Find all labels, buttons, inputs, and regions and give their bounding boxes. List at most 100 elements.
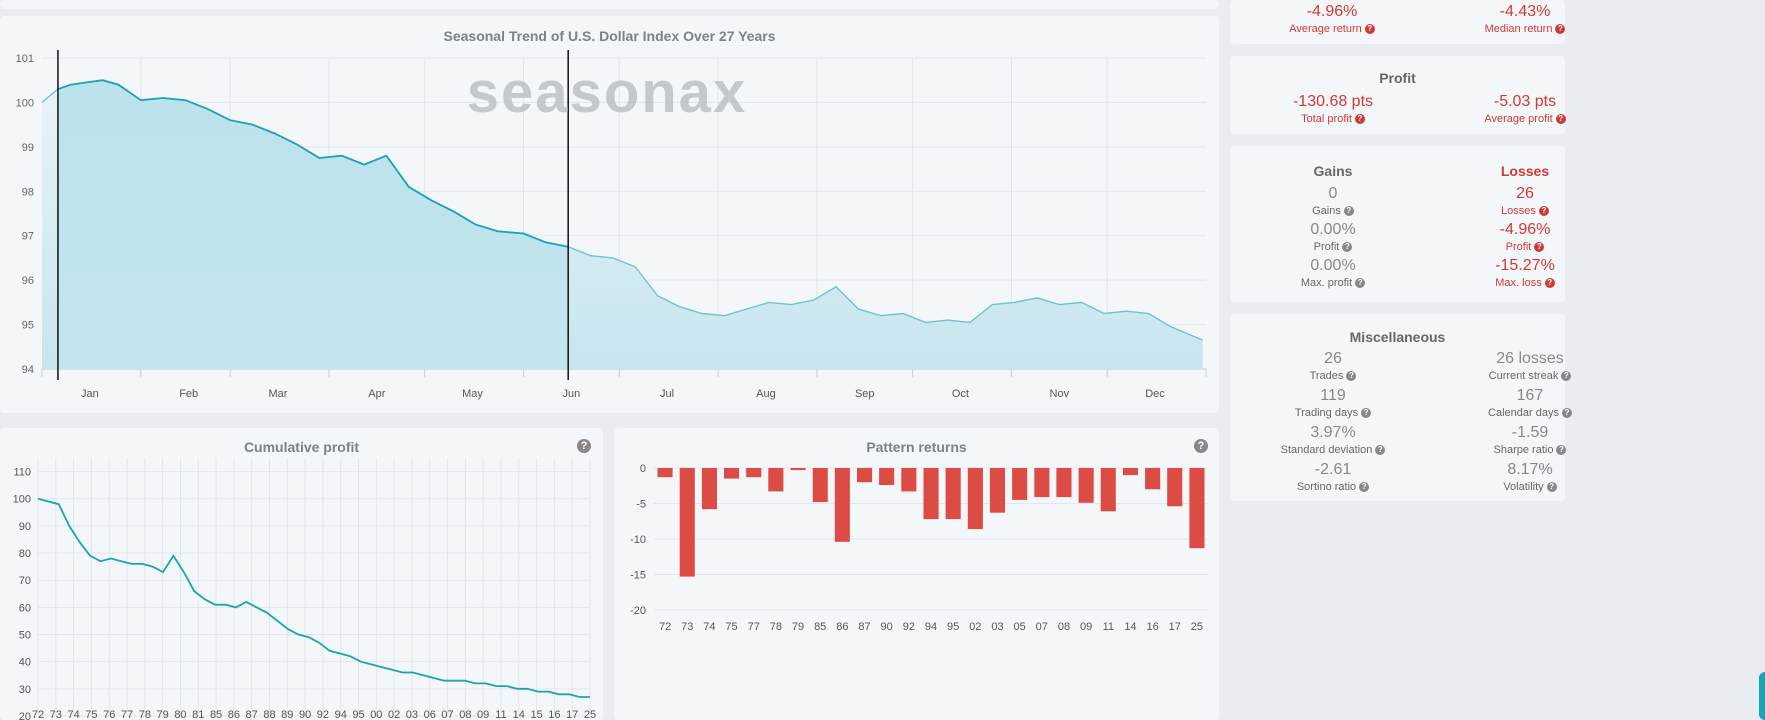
x-tick-label: 05 <box>1014 621 1026 633</box>
cumulative-line <box>37 497 590 698</box>
y-tick-label: 0 <box>640 463 646 475</box>
standard-deviation-label: Standard deviation <box>1280 444 1373 456</box>
trades-stat: 26 Trades? <box>1273 350 1393 382</box>
help-icon[interactable]: ? <box>1354 114 1365 125</box>
cumulative-profit-panel: Cumulative profit ? 110 100 90 80 70 60 50 40 30… <box>0 428 603 720</box>
x-tick-label: 79 <box>792 621 804 633</box>
help-icon[interactable]: ? <box>1364 24 1375 35</box>
bar <box>1167 468 1183 507</box>
help-icon[interactable]: ? <box>1561 371 1572 382</box>
trading-days-label: Trading days <box>1294 407 1359 419</box>
cumulative-profit-title: Cumulative profit <box>243 439 360 455</box>
x-tick-label: 11 <box>495 709 506 720</box>
help-icon[interactable]: ? <box>1561 408 1572 419</box>
trading-days-value: 119 <box>1320 387 1346 404</box>
calendar-days-label: Calendar days <box>1488 407 1559 419</box>
x-tick-label: Sep <box>855 388 875 400</box>
losses-max-loss-label: Max. loss <box>1495 277 1542 289</box>
sharpe-ratio-label: Sharpe ratio <box>1493 444 1554 456</box>
bar <box>701 468 717 510</box>
x-tick-label: Mar <box>269 388 288 400</box>
x-tick-label: 90 <box>299 709 311 720</box>
trades-value: 26 <box>1324 350 1342 367</box>
help-icon[interactable]: ? <box>1555 24 1566 35</box>
x-tick-label: 02 <box>969 621 981 633</box>
help-icon[interactable]: ? <box>1534 242 1545 253</box>
losses-max-loss-stat: -15.27% Max. loss? <box>1475 257 1575 289</box>
y-tick-label: -20 <box>630 605 646 617</box>
help-icon[interactable]: ? <box>1355 278 1366 289</box>
bar <box>657 468 673 478</box>
y-tick-label: 50 <box>19 630 31 642</box>
gains-profit-label: Profit <box>1313 241 1340 253</box>
losses-title: Losses <box>1500 163 1550 179</box>
x-tick-label: 15 <box>530 709 542 720</box>
volatility-label: Volatility <box>1503 481 1544 493</box>
x-tick-label: 75 <box>725 621 737 633</box>
side-tab[interactable] <box>1759 672 1765 720</box>
x-tick-label: 78 <box>770 621 782 633</box>
bar <box>1012 468 1028 500</box>
y-tick-label: 90 <box>19 521 31 533</box>
x-tick-label: 87 <box>858 621 870 633</box>
help-icon[interactable]: ? <box>1544 278 1555 289</box>
bar <box>1189 468 1205 549</box>
bar <box>857 468 873 483</box>
watermark: seasonax <box>467 60 747 125</box>
x-tick-label: 92 <box>317 709 329 720</box>
calendar-days-value: 167 <box>1516 387 1544 404</box>
help-icon[interactable]: ? <box>1555 114 1566 125</box>
x-tick-label: 07 <box>1036 621 1048 633</box>
x-tick-label: 88 <box>263 709 275 720</box>
help-icon[interactable]: ? <box>1194 439 1208 453</box>
help-icon[interactable]: ? <box>1346 371 1357 382</box>
average-profit-value: -5.03 pts <box>1493 93 1557 110</box>
returns-panel: -4.96% Average return? -4.43% Median ret… <box>1230 0 1566 44</box>
help-icon[interactable]: ? <box>1342 242 1353 253</box>
losses-profit-label: Profit <box>1505 241 1532 253</box>
x-tick-label: 75 <box>85 709 97 720</box>
x-tick-label: 77 <box>121 709 133 720</box>
x-tick-label: Apr <box>368 388 385 400</box>
help-icon[interactable]: ? <box>1343 206 1354 217</box>
y-tick-label: 30 <box>19 684 31 696</box>
sortino-ratio-stat: -2.61 Sortino ratio? <box>1273 461 1393 493</box>
sharpe-ratio-stat: -1.59 Sharpe ratio? <box>1470 424 1590 456</box>
x-tick-label: 03 <box>991 621 1003 633</box>
gains-count-stat: 0 Gains? <box>1283 185 1383 217</box>
losses-max-loss-value: -15.27% <box>1495 257 1555 274</box>
y-tick-label: 94 <box>22 364 34 376</box>
trading-days-stat: 119 Trading days? <box>1273 387 1393 419</box>
help-icon[interactable]: ? <box>1556 445 1567 456</box>
bar <box>1078 468 1094 503</box>
bar <box>768 468 784 492</box>
bar <box>1100 468 1116 512</box>
y-tick-label: 40 <box>19 657 31 669</box>
help-icon[interactable]: ? <box>1538 206 1549 217</box>
average-return-label: Average return <box>1289 23 1362 35</box>
help-icon[interactable]: ? <box>1359 482 1370 493</box>
gains-max-profit-label: Max. profit <box>1300 277 1353 289</box>
help-icon[interactable]: ? <box>1361 408 1372 419</box>
gains-title: Gains <box>1313 163 1353 179</box>
bar <box>1034 468 1050 498</box>
x-tick-label: 81 <box>192 709 204 720</box>
gains-max-profit-value: 0.00% <box>1310 257 1356 274</box>
pattern-returns-panel: Pattern returns ? 0 -5 -10 -15 -20 72 73 74 75 77… <box>614 428 1219 720</box>
losses-profit-stat: -4.96% Profit? <box>1475 221 1575 253</box>
median-return-value: -4.43% <box>1499 3 1551 20</box>
help-icon[interactable]: ? <box>1546 482 1557 493</box>
help-icon[interactable]: ? <box>1375 445 1386 456</box>
x-tick-label: 78 <box>139 709 151 720</box>
x-tick-label: 08 <box>459 709 471 720</box>
x-tick-label: 95 <box>352 709 364 720</box>
average-return-value: -4.96% <box>1306 3 1358 20</box>
y-tick-label: 99 <box>22 142 34 154</box>
x-tick-label: 76 <box>103 709 115 720</box>
help-icon[interactable]: ? <box>577 439 591 453</box>
pattern-returns-chart: 0 -5 -10 -15 -20 72 73 74 75 77 78 79 85 86 87 90 92 94 95… <box>630 463 1208 633</box>
x-tick-label: 85 <box>210 709 222 720</box>
x-tick-label: 09 <box>477 709 489 720</box>
x-tick-label: 85 <box>814 621 826 633</box>
calendar-days-stat: 167 Calendar days? <box>1470 387 1590 419</box>
